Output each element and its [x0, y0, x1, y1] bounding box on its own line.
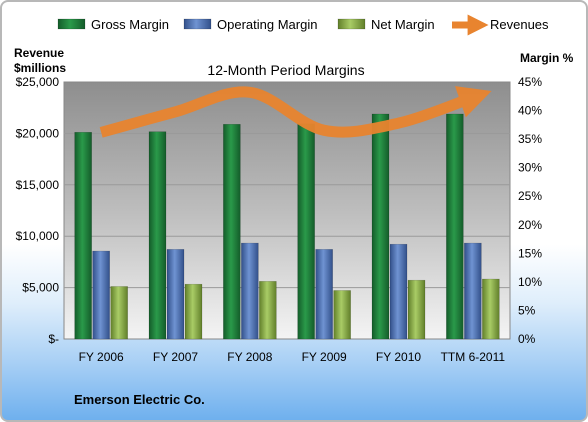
left-tick-label: $10,000	[16, 229, 60, 243]
right-tick-label: 25%	[518, 189, 542, 203]
gross-margin-bar	[74, 132, 92, 340]
category-label: FY 2009	[302, 350, 347, 364]
legend-gross-margin-label: Gross Margin	[91, 17, 169, 32]
chart-title: 12-Month Period Margins	[207, 62, 364, 78]
left-tick-label: $15,000	[16, 178, 60, 192]
legend-operating-margin-label: Operating Margin	[217, 17, 317, 32]
category-label: FY 2006	[79, 350, 124, 364]
right-tick-label: 20%	[518, 218, 542, 232]
net-margin-bar	[259, 281, 277, 340]
legend-net-margin-swatch	[337, 18, 366, 30]
right-tick-label: 10%	[518, 275, 542, 289]
left-tick-label: $-	[48, 332, 59, 346]
legend-gross-margin: Gross Margin	[57, 17, 169, 32]
legend-gross-margin-swatch	[57, 18, 86, 30]
right-tick-label: 35%	[518, 132, 542, 146]
operating-margin-bar	[389, 243, 408, 340]
category-label: FY 2007	[153, 350, 198, 364]
right-axis-title: Margin %	[520, 51, 574, 65]
operating-margin-bar	[166, 249, 185, 340]
left-tick-label: $20,000	[16, 126, 60, 140]
gross-margin-bar	[148, 131, 167, 340]
right-tick-label: 40%	[518, 104, 542, 118]
gross-margin-bar	[223, 124, 241, 340]
left-tick-label: $5,000	[22, 281, 59, 295]
category-labels: FY 2006 FY 2007 FY 2008 FY 2009 FY 2010 TTM 6…	[79, 350, 506, 364]
left-axis-ticks: $- $5,000 $10,000 $15,000 $20,000 $25,000	[16, 75, 60, 346]
gross-margin-bar	[297, 123, 315, 340]
revenue-line	[99, 86, 492, 138]
legend: Gross Margin Operating Margin Net Margin Re…	[57, 14, 549, 36]
category-label: FY 2008	[227, 350, 272, 364]
operating-margin-bar	[92, 250, 110, 340]
gridlines	[64, 132, 510, 289]
company-name: Emerson Electric Co.	[74, 392, 205, 407]
gross-margin-bar	[371, 113, 390, 340]
net-margin-bar	[407, 279, 426, 340]
legend-net-margin-label: Net Margin	[371, 17, 435, 32]
gross-margin-bar	[446, 113, 464, 340]
legend-net-margin: Net Margin	[337, 17, 435, 32]
legend-revenues: Revenues	[452, 14, 549, 36]
left-axis-title-line1: Revenue	[14, 46, 64, 60]
net-margin-bar	[333, 290, 351, 340]
legend-operating-margin-swatch	[183, 18, 212, 30]
category-label: FY 2010	[376, 350, 421, 364]
left-tick-label: $25,000	[16, 75, 60, 89]
operating-margin-bar	[315, 249, 333, 340]
category-label: TTM 6-2011	[441, 350, 506, 364]
right-tick-label: 45%	[518, 75, 542, 89]
net-margin-bar	[110, 286, 128, 340]
net-margin-bar	[482, 278, 500, 340]
right-tick-label: 15%	[518, 246, 542, 260]
left-axis-title-line2: $millions	[14, 61, 66, 75]
right-axis-ticks: 0% 5% 10% 15% 20% 25% 30% 35% 40% 45%	[518, 75, 542, 346]
right-tick-label: 0%	[518, 332, 536, 346]
net-margin-bar	[184, 283, 203, 340]
legend-revenues-label: Revenues	[490, 17, 549, 32]
bars-group	[74, 113, 500, 340]
right-tick-label: 5%	[518, 303, 536, 317]
right-tick-label: 30%	[518, 161, 542, 175]
legend-operating-margin: Operating Margin	[183, 17, 317, 32]
operating-margin-bar	[241, 242, 259, 340]
operating-margin-bar	[464, 242, 482, 340]
revenue-line-group	[99, 86, 492, 138]
